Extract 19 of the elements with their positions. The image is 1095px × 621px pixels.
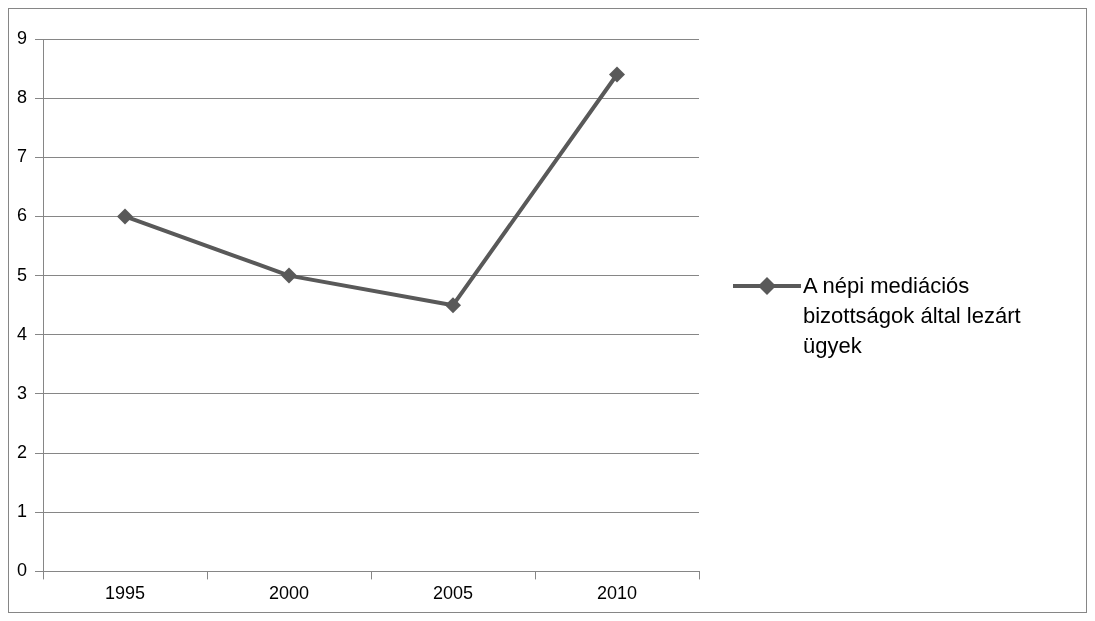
y-tick-label: 1 <box>17 501 28 522</box>
y-tick-label: 7 <box>17 146 28 167</box>
x-tick-label: 2000 <box>268 583 310 604</box>
legend-label: A népi mediációs bizottságok által lezárt ügyek <box>803 272 1022 360</box>
x-tick-label: 2005 <box>432 583 474 604</box>
point <box>281 267 298 284</box>
x-tick-label: 2010 <box>596 583 638 604</box>
y-tick-label: 4 <box>17 323 28 344</box>
y-tick-label: 3 <box>17 382 28 403</box>
x-tick-label: 1995 <box>104 583 146 604</box>
y-tick-label: 2 <box>17 442 28 463</box>
y-tick-label: 6 <box>17 205 28 226</box>
point <box>609 66 625 83</box>
y-tick-label: 0 <box>17 560 28 581</box>
y-tick-label: 8 <box>17 87 28 108</box>
point <box>117 208 134 225</box>
point <box>445 297 461 314</box>
y-tick-label: 5 <box>17 264 28 285</box>
y-tick-label: 9 <box>17 27 28 48</box>
